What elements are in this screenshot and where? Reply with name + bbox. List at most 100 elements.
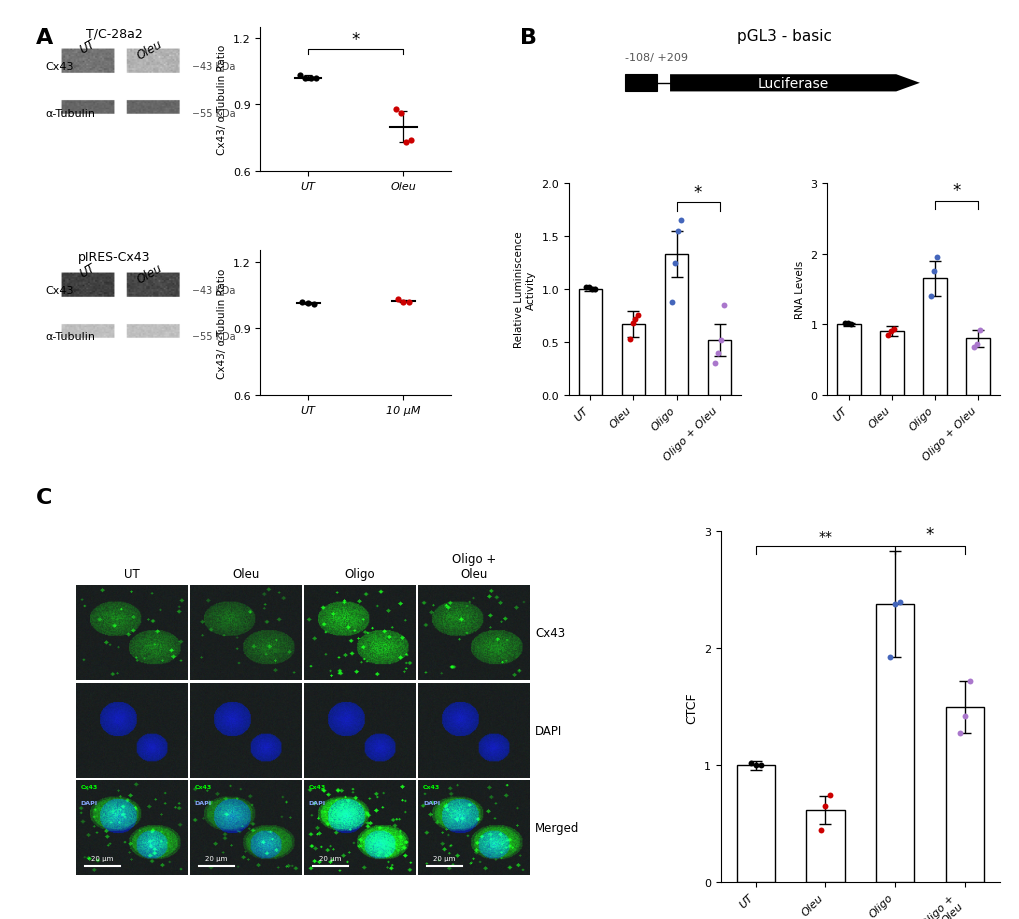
Bar [922, 279, 946, 395]
Text: UT: UT [123, 568, 140, 581]
Point [292, 69, 309, 84]
Point [842, 318, 858, 333]
Point [924, 265, 941, 279]
Bar [664, 255, 688, 395]
Text: *: * [925, 526, 933, 543]
Text: -108/ +209: -108/ +209 [625, 53, 687, 63]
Y-axis label: Cx43/ α-Tubulin Ratio: Cx43/ α-Tubulin Ratio [217, 268, 227, 379]
Text: Cx43: Cx43 [309, 784, 326, 789]
Point [709, 346, 726, 360]
Point [742, 755, 758, 770]
Text: DAPI: DAPI [81, 800, 98, 805]
Point [387, 102, 404, 117]
Point [669, 224, 686, 239]
Point [583, 282, 599, 297]
Bar [837, 325, 860, 395]
Bar [945, 707, 983, 882]
Text: **: ** [817, 529, 832, 543]
Y-axis label: RNA Levels: RNA Levels [794, 261, 804, 319]
Bar [707, 340, 731, 395]
Text: T/C-28a2: T/C-28a2 [86, 28, 143, 40]
Point [663, 295, 680, 310]
Point [891, 595, 907, 609]
Point [882, 324, 899, 339]
Point [395, 295, 412, 310]
Text: 43 KDa: 43 KDa [200, 62, 235, 73]
Text: 20 μm: 20 μm [91, 856, 113, 861]
Point [961, 674, 977, 688]
Text: 20 μm: 20 μm [205, 856, 227, 861]
Point [297, 72, 313, 86]
Point [752, 758, 768, 773]
Text: 55 KDa: 55 KDa [200, 332, 235, 342]
Bar [875, 605, 913, 882]
Point [672, 213, 688, 228]
Text: B: B [520, 28, 537, 48]
Point [293, 295, 310, 310]
Text: pIRES-Cx43: pIRES-Cx43 [77, 251, 150, 264]
Point [706, 357, 722, 371]
Text: Merged: Merged [535, 822, 579, 834]
Point [881, 650, 898, 664]
Point [965, 340, 981, 355]
Text: DAPI: DAPI [309, 800, 326, 805]
Text: α-Tubulin: α-Tubulin [45, 332, 95, 342]
Point [629, 309, 645, 323]
Point [887, 597, 903, 612]
Y-axis label: Relative Luminiscence
Activity: Relative Luminiscence Activity [514, 232, 535, 348]
Text: Oleu: Oleu [135, 261, 165, 286]
Text: α-Tubulin: α-Tubulin [45, 108, 95, 119]
Text: Oligo +
Oleu: Oligo + Oleu [451, 552, 495, 581]
Text: UT: UT [76, 38, 97, 57]
Y-axis label: Cx43/ α-Tubulin Ratio: Cx43/ α-Tubulin Ratio [217, 45, 227, 154]
Point [306, 297, 322, 312]
Bar [805, 810, 844, 882]
Bar [625, 75, 656, 92]
Point [392, 107, 409, 121]
Bar [965, 339, 988, 395]
Point [836, 316, 852, 331]
Point [712, 333, 729, 347]
Bar [621, 324, 645, 395]
Text: DAPI: DAPI [535, 724, 561, 737]
Point [586, 282, 602, 297]
Point [403, 133, 419, 148]
Point [581, 280, 597, 295]
Point [303, 72, 319, 86]
Text: Cx43: Cx43 [45, 62, 73, 73]
Text: Luciferase: Luciferase [756, 76, 827, 91]
Text: *: * [693, 184, 701, 201]
Point [622, 332, 638, 346]
Text: 20 μm: 20 μm [433, 856, 455, 861]
Text: Cx43: Cx43 [195, 784, 212, 789]
Point [811, 823, 827, 837]
Text: Cx43: Cx43 [423, 784, 440, 789]
Point [300, 296, 316, 311]
Text: 55 KDa: 55 KDa [200, 108, 235, 119]
Text: UT: UT [76, 261, 97, 280]
Point [816, 799, 833, 813]
Text: Oleu: Oleu [231, 568, 259, 581]
Text: Oligo: Oligo [344, 568, 375, 581]
Point [627, 312, 643, 326]
Point [389, 292, 406, 307]
Text: pGL3 - basic: pGL3 - basic [736, 28, 830, 44]
Bar [879, 332, 903, 395]
Point [956, 709, 972, 724]
Point [578, 280, 594, 295]
Text: *: * [952, 182, 960, 200]
Point [921, 289, 937, 304]
Point [397, 136, 414, 151]
Text: Cx43: Cx43 [81, 784, 98, 789]
Bar [578, 289, 601, 395]
Point [839, 316, 855, 331]
Text: DAPI: DAPI [195, 800, 212, 805]
Point [968, 337, 984, 352]
Text: Cx43: Cx43 [535, 627, 565, 640]
Bar [736, 766, 774, 882]
Point [951, 725, 967, 740]
Text: A: A [36, 28, 53, 48]
Point [400, 295, 417, 310]
Point [927, 251, 944, 266]
FancyArrow shape [669, 75, 919, 92]
